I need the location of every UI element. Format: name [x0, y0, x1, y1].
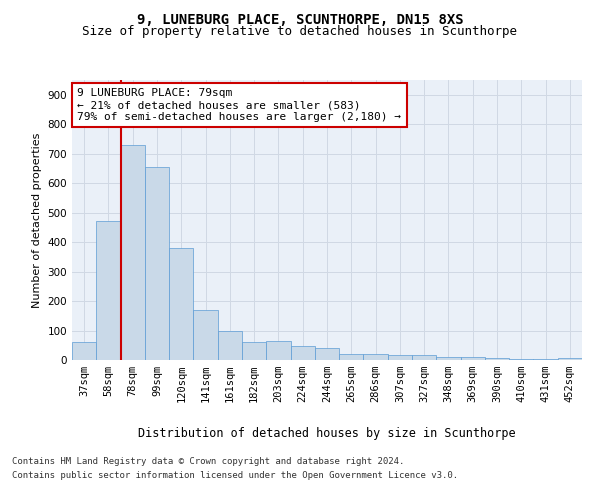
Text: Contains public sector information licensed under the Open Government Licence v3: Contains public sector information licen… [12, 471, 458, 480]
Bar [315, 348, 339, 360]
Bar [364, 354, 388, 360]
Bar [436, 357, 461, 360]
Bar [533, 358, 558, 360]
Bar [72, 342, 96, 360]
Y-axis label: Number of detached properties: Number of detached properties [32, 132, 42, 308]
Bar [193, 310, 218, 360]
Bar [266, 341, 290, 360]
Bar [509, 358, 533, 360]
Bar [339, 354, 364, 360]
Bar [388, 354, 412, 360]
Bar [96, 222, 121, 360]
Bar [169, 248, 193, 360]
Text: Size of property relative to detached houses in Scunthorpe: Size of property relative to detached ho… [83, 25, 517, 38]
Text: Distribution of detached houses by size in Scunthorpe: Distribution of detached houses by size … [138, 428, 516, 440]
Bar [145, 167, 169, 360]
Bar [485, 358, 509, 360]
Text: 9, LUNEBURG PLACE, SCUNTHORPE, DN15 8XS: 9, LUNEBURG PLACE, SCUNTHORPE, DN15 8XS [137, 12, 463, 26]
Text: Contains HM Land Registry data © Crown copyright and database right 2024.: Contains HM Land Registry data © Crown c… [12, 458, 404, 466]
Bar [218, 330, 242, 360]
Bar [558, 358, 582, 360]
Text: 9 LUNEBURG PLACE: 79sqm
← 21% of detached houses are smaller (583)
79% of semi-d: 9 LUNEBURG PLACE: 79sqm ← 21% of detache… [77, 88, 401, 122]
Bar [242, 342, 266, 360]
Bar [290, 346, 315, 360]
Bar [412, 354, 436, 360]
Bar [461, 357, 485, 360]
Bar [121, 145, 145, 360]
